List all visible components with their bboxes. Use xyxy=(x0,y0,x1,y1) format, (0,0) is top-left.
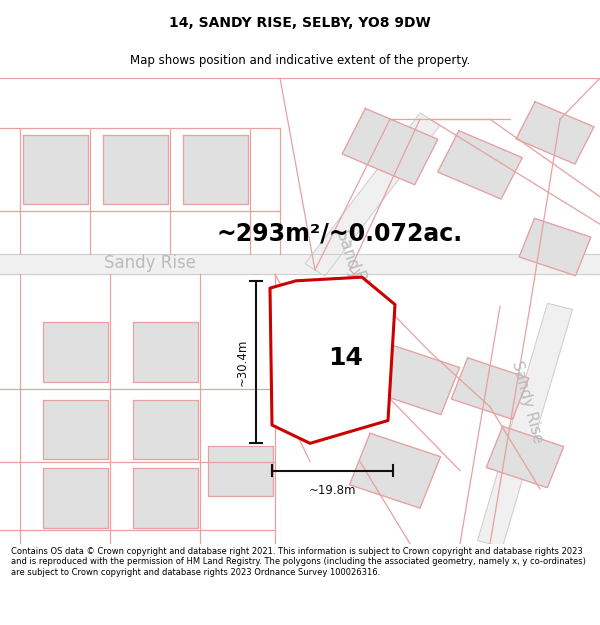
Polygon shape xyxy=(350,433,440,508)
Polygon shape xyxy=(182,135,248,204)
Polygon shape xyxy=(270,277,395,443)
Polygon shape xyxy=(133,322,197,382)
Text: Contains OS data © Crown copyright and database right 2021. This information is : Contains OS data © Crown copyright and d… xyxy=(11,547,586,577)
Text: ~293m²/~0.072ac.: ~293m²/~0.072ac. xyxy=(217,221,463,246)
Text: Rise: Rise xyxy=(348,269,376,308)
Text: 14, SANDY RISE, SELBY, YO8 9DW: 14, SANDY RISE, SELBY, YO8 9DW xyxy=(169,16,431,31)
Polygon shape xyxy=(438,131,522,199)
Polygon shape xyxy=(305,113,440,276)
Polygon shape xyxy=(519,218,591,276)
Text: Sandy: Sandy xyxy=(331,229,365,283)
Polygon shape xyxy=(451,357,529,419)
Polygon shape xyxy=(133,468,197,528)
Text: ~30.4m: ~30.4m xyxy=(235,338,248,386)
Polygon shape xyxy=(43,468,107,528)
Text: Sandy Rise: Sandy Rise xyxy=(104,254,196,272)
Polygon shape xyxy=(23,135,88,204)
Text: ~19.8m: ~19.8m xyxy=(309,484,356,498)
Polygon shape xyxy=(208,446,272,496)
Polygon shape xyxy=(370,344,460,415)
Polygon shape xyxy=(103,135,167,204)
Polygon shape xyxy=(478,303,572,547)
Text: Sandy Rise: Sandy Rise xyxy=(509,359,545,445)
Polygon shape xyxy=(133,400,197,459)
Polygon shape xyxy=(43,400,107,459)
Polygon shape xyxy=(516,102,594,164)
Polygon shape xyxy=(342,108,438,185)
Text: Map shows position and indicative extent of the property.: Map shows position and indicative extent… xyxy=(130,54,470,68)
Polygon shape xyxy=(486,426,564,488)
Polygon shape xyxy=(43,322,107,382)
Text: 14: 14 xyxy=(328,346,363,369)
